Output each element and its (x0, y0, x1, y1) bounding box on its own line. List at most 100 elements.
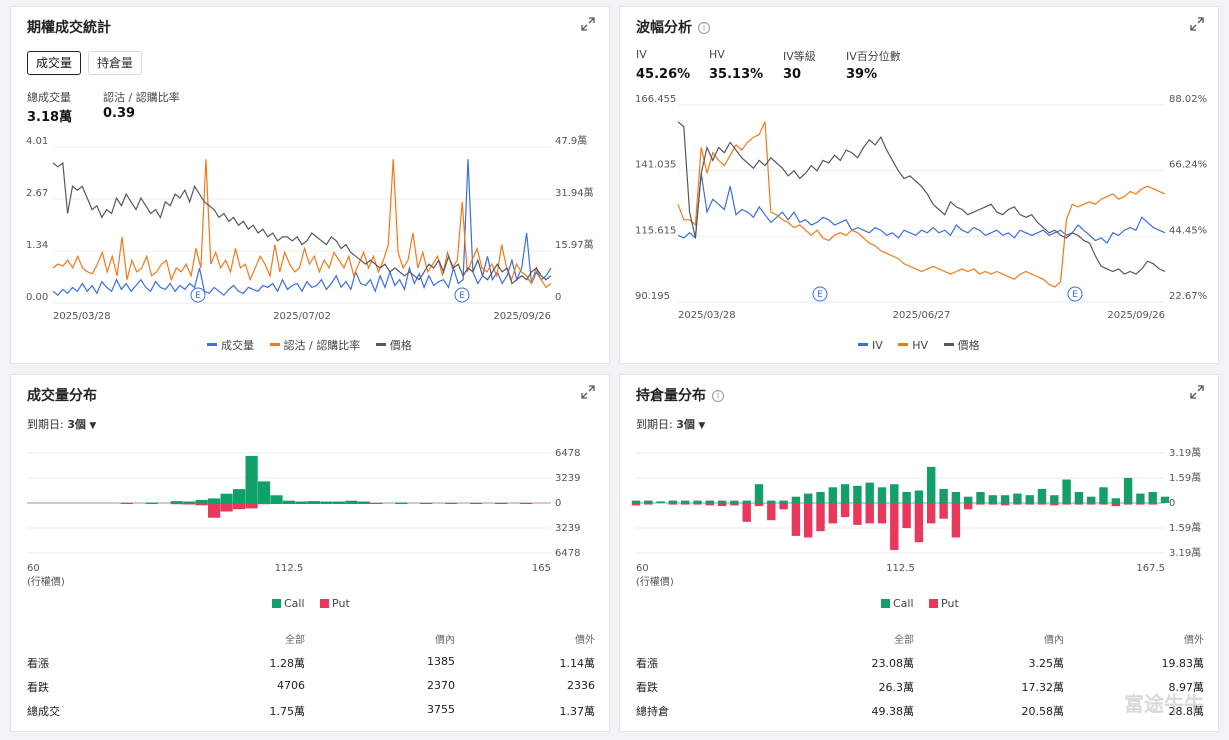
bar-put (257, 503, 271, 505)
bar-put (730, 503, 739, 506)
table-row: 看跌 26.3萬 17.32萬 8.97萬 (636, 681, 1204, 694)
event-marker-label: E (817, 290, 823, 300)
bar-call (853, 485, 862, 503)
put-call-ratio-value: 0.39 (103, 106, 136, 121)
y-left-tick-label: 1.34 (26, 240, 48, 251)
info-icon[interactable]: i (698, 22, 710, 34)
bar-put (245, 503, 258, 509)
bar-call (681, 500, 690, 503)
y-right-tick-label: 47.9萬 (555, 135, 587, 147)
bar-call (1099, 487, 1108, 503)
bar-call (220, 493, 233, 503)
bar-call (1087, 496, 1096, 503)
legend-item-iv[interactable]: IV (858, 339, 883, 352)
series-line-2 (677, 121, 1166, 275)
bar-call (877, 487, 887, 503)
bar-call (656, 501, 665, 503)
bar-call (1074, 492, 1084, 503)
bar-put (282, 503, 296, 504)
bar-put (307, 503, 320, 504)
bar-put (1037, 503, 1047, 505)
total-volume-value: 3.18萬 (27, 110, 73, 125)
tab-volume[interactable]: 成交量 (27, 51, 82, 75)
legend-item-call[interactable]: Call (881, 597, 914, 610)
open-interest-summary-table: 全部 價內 價外 看漲 23.08萬 3.25萬 19.83萬 看跌 26.3萬 17.3… (636, 627, 1204, 723)
series-line-0 (52, 159, 552, 297)
bar-put (877, 503, 887, 524)
x-tick-label: 165 (532, 563, 551, 574)
volume-distribution-bar-chart: 6478 3239 0 3239 6478 60 112.5 165 (行權價) (27, 448, 580, 587)
bar-put (1074, 503, 1084, 505)
bar-call (257, 481, 271, 503)
y-left-tick-label: 166.455 (635, 95, 676, 105)
volatility-analysis-panel: 波幅分析 i IV 45.26% HV 35.13% IV等級 30 IV百分位數… (619, 6, 1219, 364)
expiry-dropdown[interactable]: 到期日: 3個 ▼ (27, 418, 97, 431)
expiry-dropdown[interactable]: 到期日: 3個 ▼ (636, 418, 706, 431)
info-icon[interactable]: i (712, 390, 724, 402)
bar-call (644, 500, 653, 503)
chart-legend: Call Put (875, 597, 965, 610)
bar-put (828, 503, 837, 524)
legend-item-put[interactable]: Put (929, 597, 959, 610)
legend-item-put[interactable]: Put (320, 597, 350, 610)
expand-icon[interactable] (1190, 17, 1204, 31)
bar-put (1099, 503, 1108, 505)
bar-call (828, 487, 837, 503)
bar-call (1160, 496, 1170, 503)
bar-call (791, 496, 801, 503)
x-tick-label: 60 (636, 563, 649, 574)
bar-call (631, 500, 641, 503)
bar-put (445, 503, 458, 504)
expand-icon[interactable] (1190, 385, 1204, 399)
x-axis-label: (行權價) (27, 575, 65, 587)
bar-put (208, 503, 221, 518)
y-right-tick-label: 15.97萬 (555, 238, 594, 251)
bar-put (1050, 503, 1059, 506)
table-row: 看漲 23.08萬 3.25萬 19.83萬 (636, 657, 1204, 670)
expand-icon[interactable] (581, 17, 595, 31)
y-right-tick-label: 22.67% (1169, 291, 1207, 302)
iv-rank-label: IV等級 (783, 50, 816, 63)
y-left-tick-label: 90.195 (635, 291, 670, 302)
bar-put (370, 503, 383, 504)
bar-call (208, 498, 221, 503)
bar-call (964, 496, 973, 503)
bar-put (791, 503, 801, 536)
bar-put (270, 503, 283, 504)
x-tick-label: 2025/06/27 (893, 310, 951, 321)
legend-item-price[interactable]: 價格 (943, 339, 980, 352)
bar-call (270, 495, 283, 503)
y-left-tick-label: 115.615 (635, 225, 676, 236)
bar-put (1111, 503, 1120, 507)
panel-title: 期權成交統計 (27, 20, 111, 36)
bar-put (1013, 503, 1022, 505)
legend-item-call[interactable]: Call (272, 597, 305, 610)
legend-item-hv[interactable]: HV (898, 339, 928, 352)
legend-item-price[interactable]: 價格 (375, 339, 412, 352)
y-right-tick-label: 44.45% (1169, 225, 1207, 236)
table-header: 全部 價內 價外 (894, 635, 1204, 646)
bar-put (357, 503, 370, 504)
bar-call (295, 501, 308, 503)
bar-call (1013, 493, 1022, 503)
table-row: 看漲 1.28萬 1385 1.14萬 (27, 655, 595, 670)
iv-percentile-label: IV百分位數 (846, 50, 901, 63)
y-left-tick-label: 0.00 (26, 292, 48, 303)
bar-call (804, 493, 813, 503)
x-tick-label: 112.5 (886, 563, 915, 574)
y-tick-label: 6478 (555, 448, 580, 459)
event-marker-label: E (1072, 290, 1078, 300)
bar-call (767, 500, 776, 503)
legend-item-pcr[interactable]: 認沽 / 認購比率 (269, 339, 360, 352)
panel-title: 成交量分布 (27, 388, 97, 404)
bar-call (717, 500, 727, 503)
bar-put (681, 503, 690, 505)
bar-put (1148, 503, 1157, 505)
bar-put (742, 503, 751, 522)
tab-open-interest[interactable]: 持倉量 (88, 51, 143, 75)
legend-item-volume[interactable]: 成交量 (207, 339, 254, 352)
bar-put (1136, 503, 1145, 505)
expand-icon[interactable] (581, 385, 595, 399)
y-left-tick-label: 141.035 (635, 160, 676, 171)
x-tick-label: 60 (27, 563, 40, 574)
